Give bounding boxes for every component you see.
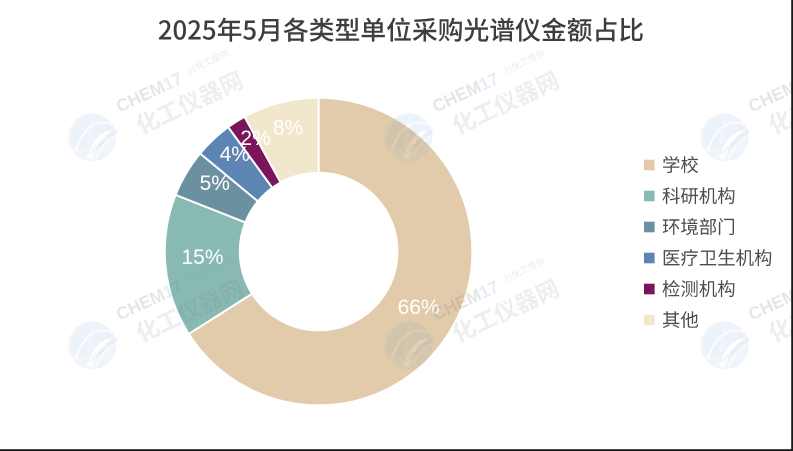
svg-text:66%: 66% <box>398 296 440 319</box>
svg-text:8%: 8% <box>273 117 303 140</box>
svg-text:4%: 4% <box>220 143 250 166</box>
svg-text:5%: 5% <box>200 172 230 195</box>
svg-text:2%: 2% <box>240 127 270 150</box>
svg-text:15%: 15% <box>181 246 223 269</box>
